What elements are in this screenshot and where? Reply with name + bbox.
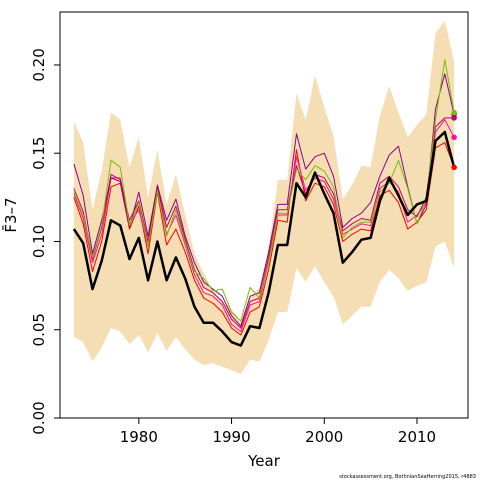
y-axis-title: F̄3–7 bbox=[1, 197, 20, 232]
series-line-2 bbox=[73, 142, 455, 336]
series-end-marker-6 bbox=[451, 109, 457, 116]
y-tick-label: 0.15 bbox=[30, 137, 48, 170]
series-line-5 bbox=[73, 73, 455, 327]
series-line-1 bbox=[72, 130, 456, 347]
end-marker-layer bbox=[451, 109, 457, 171]
series-end-marker-3 bbox=[451, 134, 457, 141]
series-line-4 bbox=[73, 117, 455, 329]
confidence-band-layer bbox=[73, 20, 455, 374]
confidence-band bbox=[73, 20, 455, 374]
x-tick-label: 1980 bbox=[120, 428, 158, 446]
x-axis-title: Year bbox=[247, 452, 281, 470]
series-end-marker-2 bbox=[451, 164, 457, 171]
series-layer bbox=[72, 59, 456, 347]
x-tick-label: 2010 bbox=[398, 428, 436, 446]
y-tick-label: 0.05 bbox=[30, 313, 48, 346]
x-tick-label: 1990 bbox=[212, 428, 250, 446]
x-axis: 1980 1990 2000 2010 bbox=[120, 418, 436, 446]
y-tick-label: 0.00 bbox=[30, 401, 48, 434]
y-tick-label: 0.10 bbox=[30, 225, 48, 258]
x-tick-label: 2000 bbox=[305, 428, 343, 446]
plot-frame bbox=[59, 11, 469, 419]
credit-text: stockassessment.org, BothnianSeaHerring2… bbox=[339, 474, 476, 480]
y-axis: 0.00 0.05 0.10 0.15 0.20 bbox=[30, 48, 60, 435]
y-tick-label: 0.20 bbox=[30, 48, 48, 81]
